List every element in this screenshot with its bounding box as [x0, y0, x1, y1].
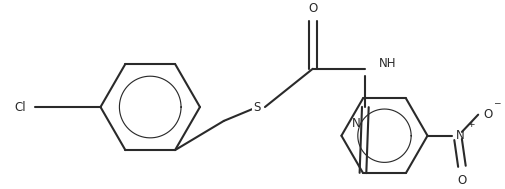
Text: S: S [254, 101, 261, 114]
Text: +: + [467, 120, 474, 129]
Text: N: N [352, 117, 361, 130]
Text: Cl: Cl [14, 101, 26, 114]
Text: −: − [492, 99, 500, 108]
Text: NH: NH [379, 57, 396, 70]
Text: O: O [458, 174, 467, 187]
Text: N: N [456, 129, 465, 142]
Text: O: O [483, 108, 492, 121]
Text: O: O [308, 2, 317, 15]
